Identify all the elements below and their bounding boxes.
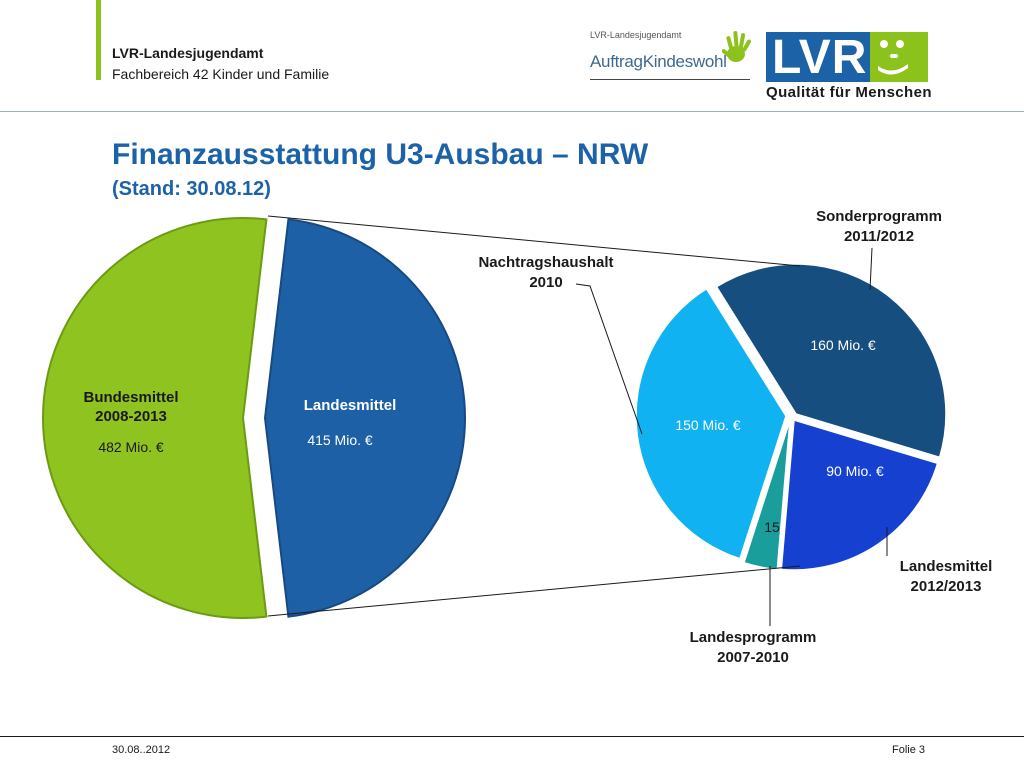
awk-logo-name: AuftragKindeswohl [590,52,727,71]
slice-value-landesmittel-2012-2013: 90 Mio. € [826,463,884,479]
slice-label-nachtragshaushalt-2010-1: 2010 [529,274,562,291]
footer-date: 30.08..2012 [112,744,171,756]
connector-line-top [267,215,801,267]
slice-value-sonderprogramm-2011-2012: 160 Mio. € [810,337,876,353]
pie-slice-landesmittel-2012-2013 [780,419,939,571]
leader-line-sonderprogramm-2011-2012 [869,247,873,291]
pie-slice-sonderprogramm-2011-2012 [715,263,947,459]
header-divider [0,111,1024,112]
hand-icon [722,31,751,62]
slice-label-nachtragshaushalt-2010-0: Nachtragshaushalt [478,254,613,271]
slice-value-nachtragshaushalt-2010: 150 Mio. € [675,417,741,433]
slice-value-landesprogramm-2007-2010: 15 [764,519,780,535]
org-name: LVR-Landesjugendamt [112,45,264,61]
pie-slice-landesprogramm-2007-2010 [743,419,791,571]
slice-label-landesprogramm-2007-2010-1: 2007-2010 [717,649,789,666]
lvr-face-icon [870,32,928,82]
slice-label-sonderprogramm-2011-2012-1: 2011/2012 [844,228,914,245]
header-accent-bar [96,0,101,80]
footer-divider [0,736,1024,737]
slice-label-landesmittel-2012-2013-1: 2012/2013 [911,578,982,595]
slide-title: Finanzausstattung U3-Ausbau – NRW [112,138,649,171]
awk-logo-org: LVR-Landesjugendamt [590,30,682,40]
pie-slice-bundesmittel [42,217,268,619]
slice-label-bundesmittel-1: 2008-2013 [95,408,167,425]
slice-label-landesmittel-2012-2013-0: Landesmittel [900,558,993,575]
connector-line-bottom [267,565,801,617]
slice-label-landesmittel-0: Landesmittel [304,397,397,414]
slice-value-landesmittel: 415 Mio. € [307,432,373,448]
leader-line-nachtragshaushalt-2010 [575,283,643,435]
pie-slice-landesmittel [263,218,466,618]
footer-page-number: Folie 3 [892,744,926,756]
slide-subtitle: (Stand: 30.08.12) [112,178,271,200]
slice-label-bundesmittel-0: Bundesmittel [83,389,178,406]
awk-logo-rule [590,79,750,80]
slice-label-landesprogramm-2007-2010-0: Landesprogramm [690,629,817,646]
pie-slice-nachtragshaushalt-2010 [635,287,787,560]
lvr-tagline: Qualität für Menschen [766,84,932,101]
slice-value-bundesmittel: 482 Mio. € [98,439,164,455]
org-unit: Fachbereich 42 Kinder und Familie [112,66,330,82]
lvr-logo-letters: LVR [772,31,868,84]
slice-label-sonderprogramm-2011-2012-0: Sonderprogramm [816,208,942,225]
